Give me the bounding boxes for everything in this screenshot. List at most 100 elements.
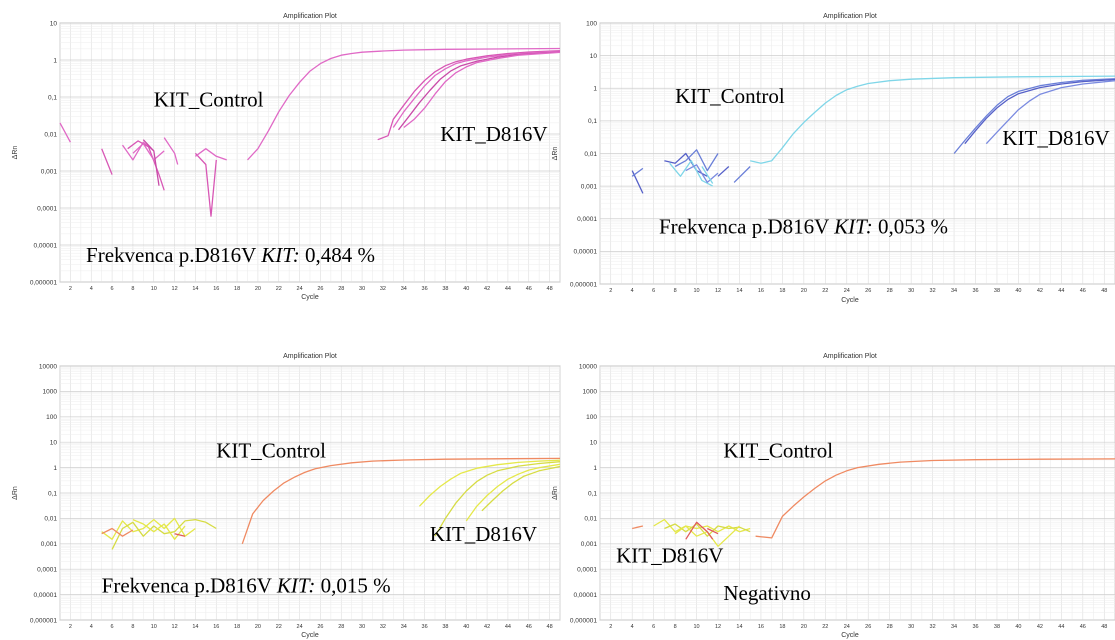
y-tick-label: 0,000001 — [570, 617, 597, 624]
x-tick-label: 6 — [652, 624, 655, 630]
plot-title: Amplification Plot — [283, 353, 337, 360]
y-tick-label: 0,00001 — [34, 592, 58, 599]
x-tick-label: 42 — [484, 624, 490, 630]
y-tick-label: 100 — [586, 20, 597, 27]
x-tick-label: 22 — [276, 624, 282, 630]
x-tick-label: 40 — [463, 624, 469, 630]
x-tick-label: 16 — [213, 624, 219, 630]
frequency-gene: KIT: — [833, 215, 873, 239]
annotation-label: KIT_Control — [675, 84, 785, 108]
y-tick-label: 10 — [50, 440, 58, 447]
x-tick-label: 44 — [505, 624, 511, 630]
series-group — [59, 47, 561, 217]
x-tick-label: 20 — [255, 624, 261, 630]
frequency-value: 0,015 % — [315, 574, 390, 598]
series-line-14 — [195, 148, 227, 161]
annotation-label: KIT_D816V — [616, 544, 723, 568]
annotation-label: KIT_Control — [154, 88, 264, 112]
y-tick-label: 0,01 — [584, 151, 597, 158]
x-tick-label: 36 — [972, 624, 978, 630]
x-axis-label: Cycle — [301, 294, 319, 301]
frequency-gene: KIT: — [276, 574, 316, 598]
x-tick-label: 12 — [172, 286, 178, 292]
series-line-7 — [664, 152, 708, 177]
x-tick-label: 10 — [151, 624, 157, 630]
series-line-12 — [163, 137, 179, 165]
x-tick-label: 24 — [844, 288, 850, 294]
grid — [599, 22, 1115, 285]
x-tick-label: 28 — [338, 286, 344, 292]
series-group — [101, 457, 561, 550]
series-line-3 — [964, 78, 1115, 145]
x-axis-label: Cycle — [301, 632, 319, 639]
annotation-label: KIT_D816V — [440, 122, 547, 146]
series-line-1 — [750, 75, 1115, 164]
y-tick-label: 1 — [53, 465, 57, 472]
series-line-5 — [632, 525, 644, 530]
grid — [59, 365, 561, 621]
y-axis-label: ΔRn — [12, 146, 19, 160]
x-tick-label: 46 — [1080, 624, 1086, 630]
x-tick-label: 32 — [930, 624, 936, 630]
series-line-4 — [397, 51, 561, 131]
plot-title: Amplification Plot — [823, 353, 877, 360]
series-line-4 — [985, 80, 1115, 145]
y-tick-label: 0,1 — [588, 118, 597, 125]
y-tick-label: 0,001 — [581, 183, 598, 190]
x-tick-label: 22 — [822, 624, 828, 630]
series-line-1 — [241, 457, 561, 545]
frequency-prefix: Frekvenca p.D816V — [86, 243, 261, 267]
x-tick-label: 22 — [276, 286, 282, 292]
series-line-7 — [707, 527, 719, 535]
x-tick-label: 4 — [90, 286, 93, 292]
x-tick-label: 14 — [736, 288, 742, 294]
y-tick-label: 0,0001 — [37, 205, 57, 212]
series-line-10 — [174, 533, 186, 537]
x-tick-label: 12 — [172, 624, 178, 630]
series-line-12 — [733, 166, 751, 183]
x-tick-label: 2 — [69, 624, 72, 630]
x-tick-label: 44 — [505, 286, 511, 292]
x-tick-label: 26 — [865, 288, 871, 294]
x-tick-label: 32 — [380, 624, 386, 630]
x-tick-label: 16 — [213, 286, 219, 292]
x-tick-label: 14 — [736, 624, 742, 630]
y-tick-label: 0,0001 — [577, 216, 597, 223]
x-tick-label: 46 — [526, 624, 532, 630]
x-tick-label: 48 — [547, 286, 553, 292]
y-tick-label: 0,00001 — [574, 592, 598, 599]
y-tick-label: 0,1 — [588, 490, 597, 497]
frequency-note: Frekvenca p.D816V KIT: 0,053 % — [659, 215, 948, 239]
x-tick-label: 26 — [865, 624, 871, 630]
series-line-8 — [669, 160, 714, 187]
x-tick-label: 34 — [951, 624, 957, 630]
x-axis-label: Cycle — [841, 632, 859, 639]
y-tick-label: 1 — [53, 57, 57, 64]
series-line-10 — [132, 142, 165, 161]
x-tick-label: 36 — [422, 624, 428, 630]
series-line-13 — [701, 166, 714, 184]
x-tick-label: 4 — [631, 624, 634, 630]
series-line-3 — [392, 50, 561, 128]
x-tick-label: 24 — [297, 624, 303, 630]
series-line-9 — [674, 149, 719, 172]
series-line-6 — [685, 521, 714, 540]
x-tick-label: 26 — [317, 624, 323, 630]
y-tick-label: 1 — [593, 86, 597, 93]
x-tick-label: 34 — [401, 286, 407, 292]
y-tick-label: 0,01 — [44, 131, 57, 138]
plot-title: Amplification Plot — [283, 13, 337, 20]
x-tick-label: 30 — [908, 288, 914, 294]
series-line-5 — [403, 51, 561, 129]
x-tick-label: 6 — [652, 288, 655, 294]
series-line-3 — [664, 523, 751, 537]
x-tick-label: 32 — [380, 286, 386, 292]
y-tick-label: 10 — [590, 440, 598, 447]
amplification-plot-4: 10000 1000 100 10 1 0,1 0,01 0,001 0,0001 0,00001… — [552, 353, 1115, 639]
x-tick-label: 22 — [822, 288, 828, 294]
y-tick-label: 0,01 — [584, 516, 597, 523]
x-tick-label: 40 — [463, 286, 469, 292]
annotation-label: Negativno — [723, 581, 810, 605]
